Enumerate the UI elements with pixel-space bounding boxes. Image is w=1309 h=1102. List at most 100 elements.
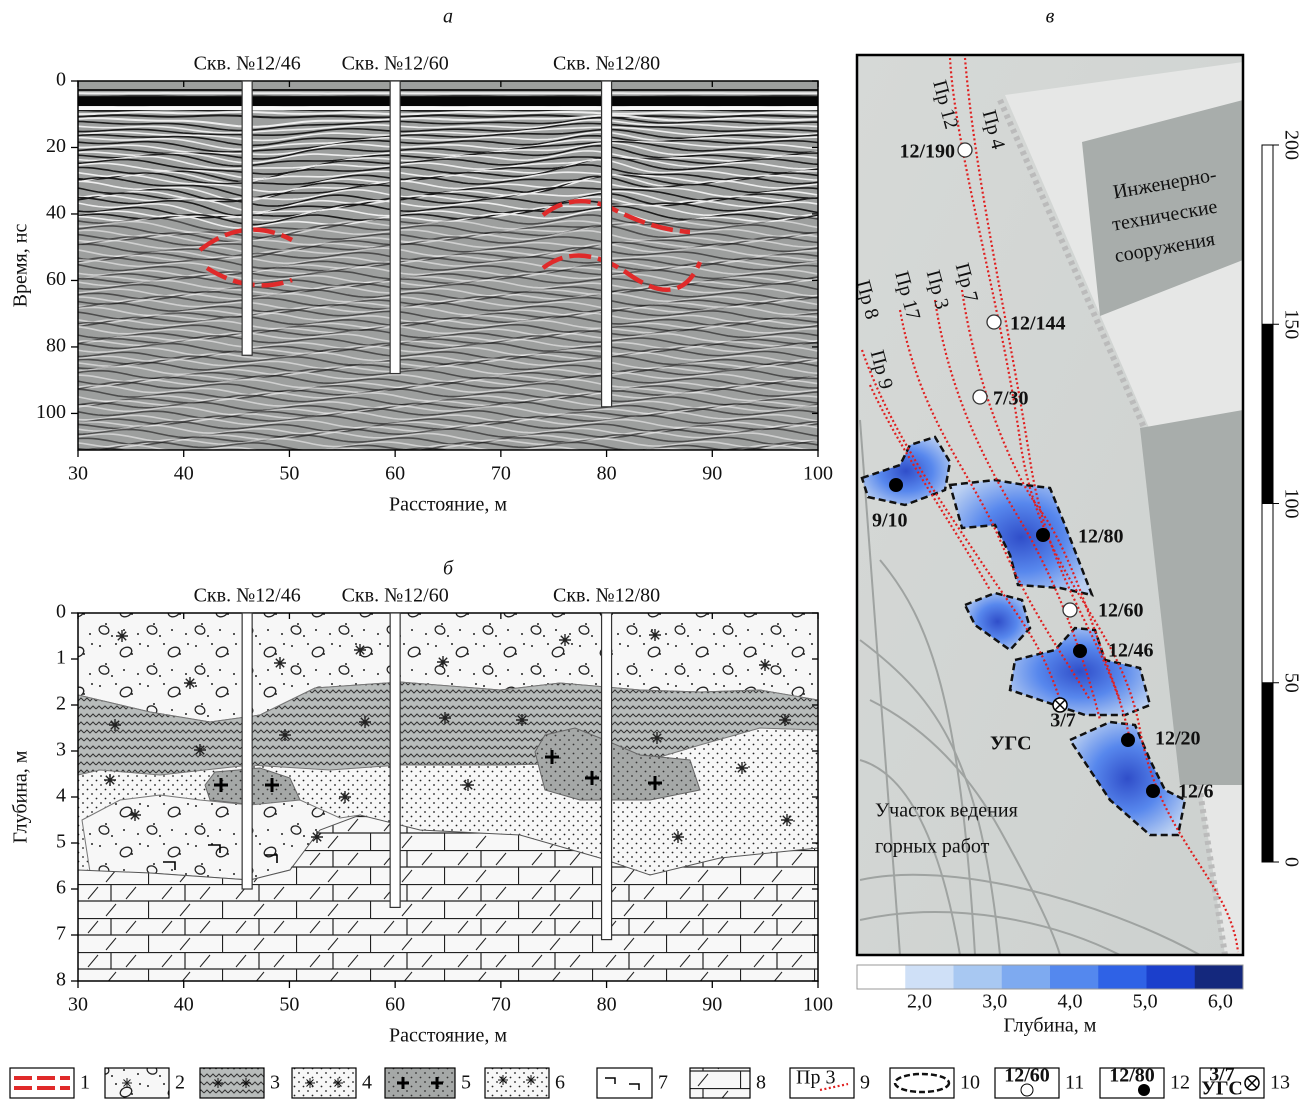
y-tick-label: 5 [56, 831, 66, 853]
legend-star [526, 1075, 536, 1085]
legend-fill [292, 1068, 356, 1098]
colorbar-segment [1050, 965, 1099, 989]
y-tick-label: 0 [56, 69, 66, 91]
legend-fill [690, 1068, 750, 1098]
well-marker-filled [1121, 733, 1135, 747]
well-label: 12/144 [1010, 313, 1066, 335]
well-label: 9/10 [872, 510, 908, 532]
legend-star [498, 1075, 508, 1085]
plot-area [78, 613, 818, 981]
y-tick-label: 60 [46, 268, 66, 290]
radargram-trace [78, 96, 818, 97]
y-tick-label: 100 [36, 401, 66, 423]
colorbar-segment [954, 965, 1003, 989]
legend-number: 4 [362, 1072, 372, 1094]
legend-item: 3/7УГС13 [1200, 1064, 1290, 1100]
y-tick-label: 80 [46, 335, 66, 357]
well-label: 12/60 [1098, 600, 1144, 622]
x-tick-label: 100 [803, 463, 833, 485]
well-marker-filled [1073, 644, 1087, 658]
x-tick-label: 60 [385, 463, 405, 485]
x-tick-label: 90 [702, 994, 722, 1016]
colorbar-segment [1002, 965, 1051, 989]
legend-fill [105, 1068, 169, 1098]
well-marker-open [1063, 603, 1077, 617]
symbol-star [736, 762, 748, 774]
well-marker-filled [889, 478, 903, 492]
symbol-star [559, 634, 571, 646]
mining-label: Участок ведения [875, 800, 1018, 822]
borehole-label: Скв. №12/80 [553, 53, 660, 75]
x-tick-label: 100 [803, 994, 833, 1016]
panel-title: б [443, 558, 454, 580]
legend-number: 8 [756, 1072, 766, 1094]
y-tick-label: 1 [56, 647, 66, 669]
legend-box [10, 1068, 74, 1098]
borehole-label: Скв. №12/60 [342, 585, 449, 607]
x-tick-label: 70 [491, 994, 511, 1016]
borehole-label: Скв. №12/80 [553, 585, 660, 607]
legend-item: 2 [105, 1068, 185, 1098]
symbol-star [109, 719, 121, 731]
borehole [602, 613, 612, 940]
scale-bar-label: 50 [1280, 673, 1302, 693]
well-marker-filled [1036, 528, 1050, 542]
x-tick-label: 30 [68, 463, 88, 485]
x-tick-label: 80 [597, 463, 617, 485]
symbol-star [651, 732, 663, 744]
borehole-label: Скв. №12/46 [194, 53, 301, 75]
well-label: 12/46 [1108, 640, 1154, 662]
legend-well-filled [1138, 1084, 1150, 1096]
well-label: 3/7 [1050, 710, 1076, 732]
x-tick-label: 90 [702, 463, 722, 485]
legend-number: 10 [960, 1072, 980, 1094]
y-axis-label: Глубина, м [10, 750, 32, 843]
well-label: 7/30 [993, 388, 1029, 410]
scale-bar-segment [1262, 683, 1273, 862]
symbol-star [184, 677, 196, 689]
symbol-star [781, 814, 793, 826]
legend-number: 1 [80, 1072, 90, 1094]
scale-bar-label: 200 [1280, 130, 1302, 160]
well-label: 12/190 [899, 141, 955, 163]
colorbar-tick-label: 6,0 [1208, 991, 1233, 1013]
y-tick-label: 6 [56, 877, 66, 899]
symbol-star [116, 630, 128, 642]
plot-area [78, 81, 818, 461]
x-tick-label: 50 [279, 994, 299, 1016]
colorbar-segment [1147, 965, 1196, 989]
radargram-trace [78, 452, 818, 461]
legend-item: 3 [200, 1068, 280, 1098]
legend-item: 1 [10, 1068, 90, 1098]
x-tick-label: 30 [68, 994, 88, 1016]
scale-bar-segment [1262, 504, 1273, 683]
borehole [390, 613, 400, 907]
direct-wave-white [78, 107, 818, 110]
legend-text: Пр 3 [796, 1067, 835, 1089]
y-tick-label: 0 [56, 601, 66, 623]
legend-star [122, 1078, 132, 1088]
legend-item: 8 [690, 1068, 766, 1098]
borehole [390, 81, 400, 374]
legend-item: 7 [597, 1068, 668, 1098]
legend-number: 11 [1065, 1072, 1084, 1094]
well-label: 12/20 [1155, 728, 1201, 750]
x-tick-label: 50 [279, 463, 299, 485]
colorbar-tick-label: 3,0 [982, 991, 1007, 1013]
y-tick-label: 7 [56, 923, 66, 945]
symbol-star [516, 714, 528, 726]
legend-box [890, 1068, 954, 1098]
symbol-star [759, 659, 771, 671]
legend-number: 12 [1170, 1072, 1190, 1094]
y-tick-label: 4 [56, 785, 66, 807]
scale-bar-label: 150 [1280, 309, 1302, 339]
legend-star [213, 1078, 223, 1088]
well-marker-open [973, 390, 987, 404]
well-marker-open [958, 143, 972, 157]
symbol-star [672, 831, 684, 843]
legend-fill [200, 1068, 264, 1098]
colorbar-tick-label: 2,0 [907, 991, 932, 1013]
legend-number: 9 [860, 1072, 870, 1094]
legend-number: 3 [270, 1072, 280, 1094]
